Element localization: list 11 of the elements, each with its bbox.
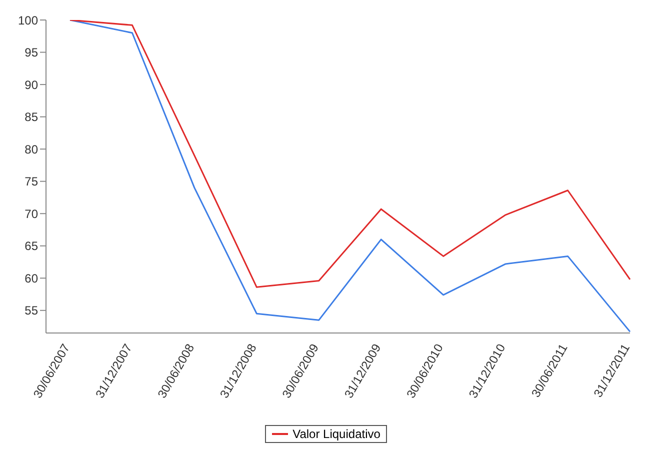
y-tick-label: 60 [24,271,38,286]
legend-label: Valor Liquidativo [292,427,380,441]
y-tick-label: 80 [24,142,38,156]
y-tick-label: 90 [24,78,38,92]
y-tick-label: 75 [24,174,38,189]
y-tick-label: 95 [24,46,38,60]
y-tick-label: 70 [24,206,38,221]
y-tick-label: 55 [24,304,38,318]
y-tick-label: 100 [18,13,38,28]
y-tick-label: 65 [24,239,38,254]
y-tick-label: 85 [24,110,38,124]
